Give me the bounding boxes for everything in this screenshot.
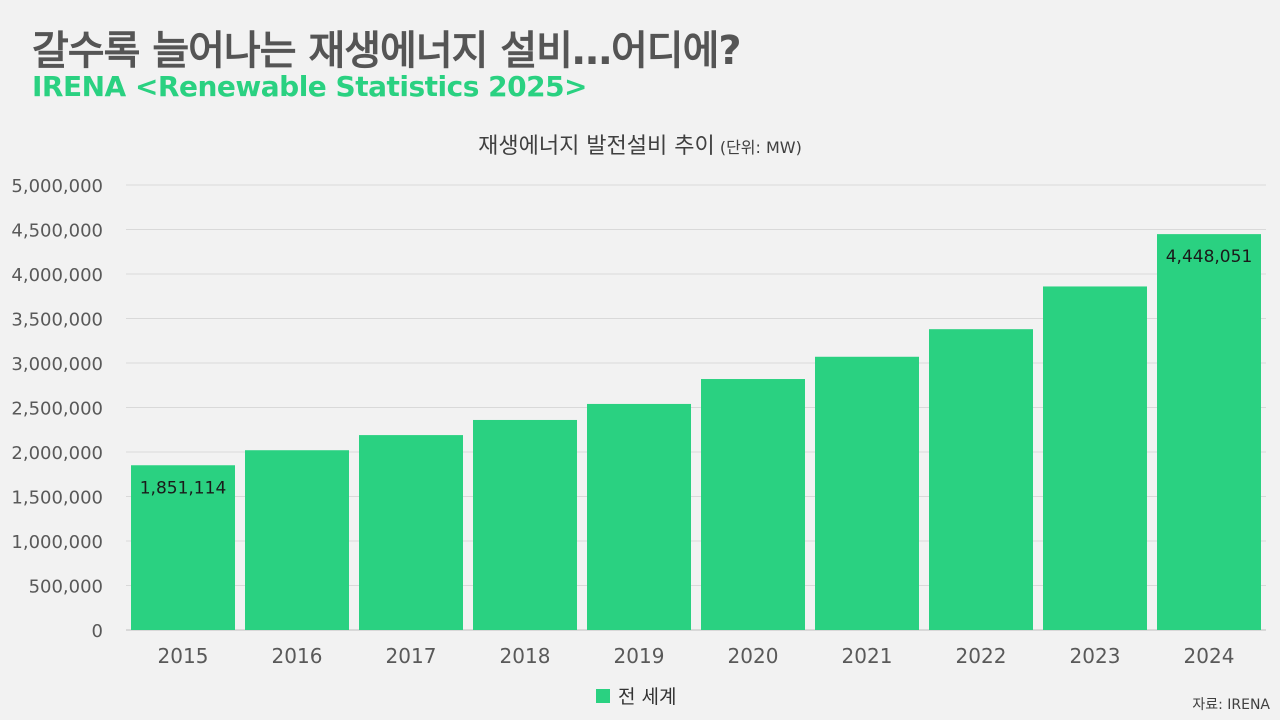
x-tick-label: 2017 — [386, 644, 437, 668]
bar — [1157, 234, 1261, 630]
bar — [587, 403, 691, 630]
page-subheadline: IRENA <Renewable Statistics 2025> — [32, 70, 588, 103]
x-tick-label: 2016 — [272, 644, 323, 668]
y-tick-label: 4,500,000 — [11, 221, 103, 242]
bar — [815, 356, 919, 630]
chart-title-text: 재생에너지 발전설비 추이 — [478, 134, 715, 159]
chart-title-unit: (단위: MW) — [719, 138, 802, 157]
bar — [473, 419, 577, 630]
x-tick-label: 2019 — [614, 644, 665, 668]
data-label: 1,851,114 — [140, 478, 227, 498]
x-tick-label: 2021 — [842, 644, 893, 668]
bar — [245, 450, 349, 630]
bar — [701, 379, 805, 630]
legend-swatch — [596, 688, 610, 703]
y-tick-label: 0 — [92, 621, 103, 642]
y-tick-label: 1,000,000 — [11, 532, 103, 553]
bar — [359, 435, 463, 630]
x-tick-label: 2024 — [1184, 644, 1235, 668]
chart-title: 재생에너지 발전설비 추이 (단위: MW) — [0, 128, 1280, 160]
source-note: 자료: IRENA — [1192, 697, 1270, 713]
y-tick-label: 3,000,000 — [11, 354, 103, 375]
y-tick-label: 2,500,000 — [11, 399, 103, 420]
chart-legend: 전 세계 — [596, 682, 676, 709]
y-tick-label: 4,000,000 — [11, 265, 103, 286]
y-tick-label: 3,500,000 — [11, 310, 103, 331]
x-tick-label: 2015 — [158, 644, 209, 668]
x-tick-label: 2023 — [1070, 644, 1121, 668]
bar — [929, 329, 1033, 630]
legend-label: 전 세계 — [618, 686, 677, 708]
bar — [1043, 286, 1147, 630]
x-tick-label: 2022 — [956, 644, 1007, 668]
x-tick-label: 2018 — [500, 644, 551, 668]
y-tick-label: 5,000,000 — [11, 176, 103, 197]
y-tick-label: 1,500,000 — [11, 488, 103, 509]
page-headline: 갈수록 늘어나는 재생에너지 설비…어디에? — [32, 28, 742, 74]
x-tick-label: 2020 — [728, 644, 779, 668]
y-tick-label: 2,000,000 — [11, 443, 103, 464]
data-label: 4,448,051 — [1166, 247, 1253, 267]
y-tick-label: 500,000 — [29, 577, 103, 598]
bar — [131, 465, 235, 630]
